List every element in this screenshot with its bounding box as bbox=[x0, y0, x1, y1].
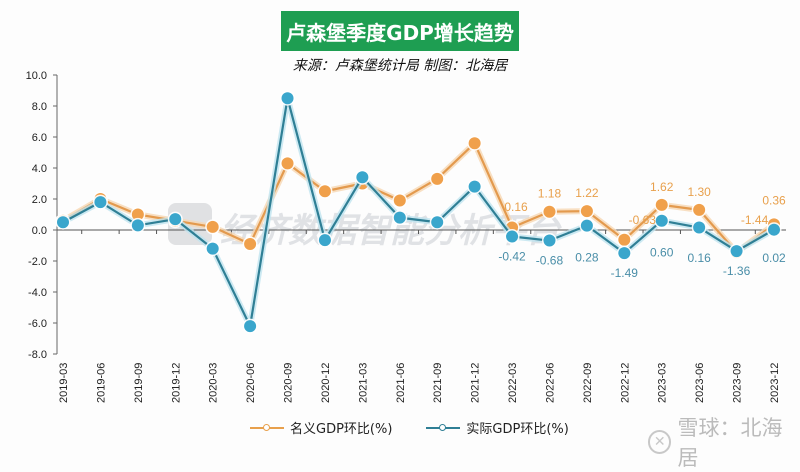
series-line-real bbox=[62, 97, 775, 328]
data-point-real[interactable] bbox=[206, 242, 219, 255]
data-point-nominal[interactable] bbox=[431, 172, 444, 185]
data-point-nominal[interactable] bbox=[693, 203, 706, 216]
chart-axes: 10.0 8.0 6.0 4.0 2.0 0.0 -2.0 -4.0 -6.0 -8.0 2019-… bbox=[26, 70, 786, 403]
x-tick-label: 2019-12 bbox=[170, 363, 182, 403]
data-label: 0.28 bbox=[575, 251, 599, 265]
data-point-real[interactable] bbox=[94, 196, 107, 209]
y-tick-label: -8.0 bbox=[28, 349, 47, 361]
x-tick-label: 2021-06 bbox=[395, 363, 407, 403]
x-tick-label: 2022-03 bbox=[507, 363, 519, 403]
data-point-nominal[interactable] bbox=[655, 198, 668, 211]
data-point-real[interactable] bbox=[768, 223, 780, 236]
data-point-real[interactable] bbox=[580, 219, 593, 232]
data-label: 0.36 bbox=[762, 193, 786, 207]
brand-watermark: ✕ 雪球：北海居 bbox=[648, 412, 800, 472]
data-point-real[interactable] bbox=[393, 211, 406, 224]
data-point-nominal[interactable] bbox=[131, 208, 144, 221]
data-label: 1.22 bbox=[575, 186, 599, 200]
chart-series bbox=[55, 90, 782, 334]
x-tick-label: 2020-03 bbox=[208, 363, 220, 403]
data-point-real[interactable] bbox=[693, 221, 706, 234]
x-tick-label: 2019-06 bbox=[95, 363, 107, 403]
data-point-nominal[interactable] bbox=[393, 194, 406, 207]
legend-label-nominal: 名义GDP环比(%) bbox=[290, 422, 393, 437]
x-tick-label: 2019-09 bbox=[133, 363, 145, 403]
x-tick-label: 2022-09 bbox=[582, 363, 594, 403]
data-point-real[interactable] bbox=[730, 245, 743, 258]
data-point-real[interactable] bbox=[618, 247, 631, 260]
data-label: 0.16 bbox=[687, 251, 711, 265]
data-label: -0.63 bbox=[629, 213, 657, 227]
data-label: -0.68 bbox=[536, 254, 564, 268]
x-tick-label: 2023-09 bbox=[732, 363, 744, 403]
y-tick-label: 8.0 bbox=[32, 101, 47, 113]
data-label: 0.16 bbox=[504, 200, 528, 214]
data-point-nominal[interactable] bbox=[206, 220, 219, 233]
data-point-nominal[interactable] bbox=[318, 185, 331, 198]
data-point-real[interactable] bbox=[356, 171, 369, 184]
data-point-real[interactable] bbox=[281, 92, 294, 105]
data-point-real[interactable] bbox=[244, 320, 257, 333]
legend-label-real: 实际GDP环比(%) bbox=[466, 422, 569, 437]
xueqiu-logo-icon: ✕ bbox=[648, 430, 672, 454]
data-point-real[interactable] bbox=[506, 230, 519, 243]
legend-line-real-icon bbox=[426, 423, 461, 431]
data-point-real[interactable] bbox=[318, 234, 331, 247]
data-label: 0.02 bbox=[762, 251, 786, 265]
x-tick-label: 2023-12 bbox=[769, 363, 781, 403]
data-point-nominal[interactable] bbox=[468, 137, 481, 150]
data-point-real[interactable] bbox=[169, 213, 182, 226]
data-label: -1.44 bbox=[741, 213, 769, 227]
data-point-nominal[interactable] bbox=[543, 205, 556, 218]
data-label: 0.60 bbox=[650, 246, 674, 260]
data-label: -0.42 bbox=[498, 250, 526, 264]
x-tick-label: 2021-09 bbox=[432, 363, 444, 403]
data-point-real[interactable] bbox=[468, 180, 481, 193]
line-chart: 经济数据智能分析平台 10.08.06.04.02.00.0-2.0-4.0-6… bbox=[26, 70, 786, 403]
x-tick-label: 2019-03 bbox=[58, 363, 70, 403]
data-label: -1.49 bbox=[611, 266, 639, 280]
data-label: 1.62 bbox=[650, 180, 674, 194]
data-point-real[interactable] bbox=[655, 214, 668, 227]
data-point-real[interactable] bbox=[543, 234, 556, 247]
chart-legend: 名义GDP环比(%) 实际GDP环比(%) bbox=[250, 418, 569, 437]
x-tick-label: 2021-12 bbox=[470, 363, 482, 403]
data-label: 1.30 bbox=[687, 185, 711, 199]
y-tick-label: -6.0 bbox=[28, 318, 47, 330]
data-point-real[interactable] bbox=[131, 219, 144, 232]
x-tick-label: 2020-12 bbox=[320, 363, 332, 403]
data-point-nominal[interactable] bbox=[580, 205, 593, 218]
y-tick-label: 10.0 bbox=[26, 70, 47, 82]
legend-item-nominal[interactable]: 名义GDP环比(%) bbox=[250, 418, 392, 437]
x-tick-label: 2020-09 bbox=[283, 363, 295, 403]
data-label: -1.36 bbox=[723, 264, 751, 278]
y-tick-label: -4.0 bbox=[28, 287, 47, 299]
legend-line-nominal-icon bbox=[250, 423, 284, 431]
data-point-nominal[interactable] bbox=[281, 157, 294, 170]
data-label: 1.18 bbox=[538, 187, 562, 201]
y-tick-label: 4.0 bbox=[32, 163, 47, 175]
y-tick-label: 6.0 bbox=[32, 132, 47, 144]
data-point-real[interactable] bbox=[431, 216, 444, 229]
x-tick-label: 2023-03 bbox=[657, 363, 669, 403]
data-labels: 0.161.18 1.22-0.631.62 1.30-1.440.36-0.42-… bbox=[498, 180, 786, 280]
data-point-nominal[interactable] bbox=[618, 233, 631, 246]
brand-text: 雪球：北海居 bbox=[677, 416, 783, 470]
y-tick-label: 2.0 bbox=[32, 194, 47, 206]
x-tick-label: 2020-06 bbox=[245, 363, 257, 403]
data-point-real[interactable] bbox=[57, 216, 69, 229]
y-tick-label: 0.0 bbox=[32, 225, 47, 237]
chart-subtitle: 来源：卢森堡统计局 制图：北海居 bbox=[292, 58, 508, 74]
x-tick-label: 2021-03 bbox=[357, 363, 369, 403]
chart-title: 卢森堡季度GDP增长趋势 bbox=[281, 11, 519, 51]
legend-item-real[interactable]: 实际GDP环比(%) bbox=[426, 418, 569, 437]
x-tick-label: 2022-06 bbox=[544, 363, 556, 403]
data-point-nominal[interactable] bbox=[244, 237, 257, 250]
x-tick-label: 2023-06 bbox=[694, 363, 706, 403]
y-tick-label: -2.0 bbox=[28, 256, 47, 268]
x-tick-label: 2022-12 bbox=[619, 363, 631, 403]
